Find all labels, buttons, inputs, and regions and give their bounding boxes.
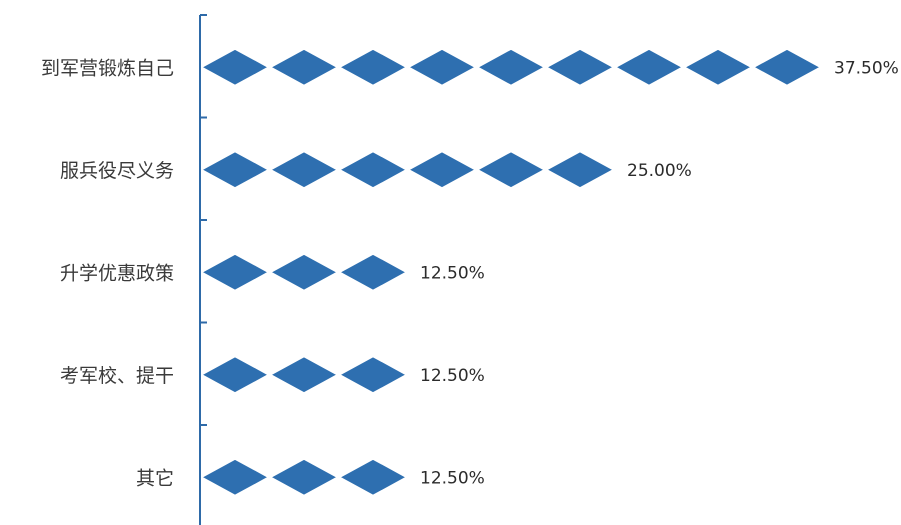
bar-diamond-mark <box>269 356 339 394</box>
data-label: 37.50% <box>834 58 899 78</box>
bar-diamond-mark <box>338 253 408 291</box>
data-label: 25.00% <box>627 161 692 181</box>
bar-diamond-mark <box>545 151 615 189</box>
value-labels: 37.50% 25.00% 12.50% 12.50% 12.50% <box>420 58 899 488</box>
bar-diamond-mark <box>338 48 408 86</box>
bar-diamond-mark <box>545 48 615 86</box>
bar-diamond-mark <box>269 151 339 189</box>
bar-diamond-mark <box>200 48 270 86</box>
bar-diamond-mark <box>614 48 684 86</box>
data-label: 12.50% <box>420 468 485 488</box>
bar-diamond-mark <box>269 458 339 496</box>
data-label: 12.50% <box>420 366 485 386</box>
bar-diamond-mark <box>200 458 270 496</box>
bar-diamond-mark <box>200 253 270 291</box>
bar-diamond-mark <box>200 356 270 394</box>
bar-diamond-mark <box>338 151 408 189</box>
bar-diamond-mark <box>752 48 822 86</box>
category-label: 其它 <box>136 467 174 489</box>
category-label: 服兵役尽义务 <box>60 160 174 182</box>
bar-diamond-mark <box>407 151 477 189</box>
bar-diamond-mark <box>269 48 339 86</box>
bar-diamond-mark <box>269 253 339 291</box>
diamond-marks <box>200 48 822 496</box>
bar-diamond-mark <box>338 356 408 394</box>
bar-diamond-mark <box>683 48 753 86</box>
data-label: 12.50% <box>420 263 485 283</box>
category-axis <box>199 14 207 525</box>
bar-diamond-mark <box>476 48 546 86</box>
bar-diamond-mark <box>338 458 408 496</box>
bar-diamond-mark <box>407 48 477 86</box>
category-label: 升学优惠政策 <box>60 262 174 284</box>
category-label: 到军营锻炼自己 <box>41 57 174 79</box>
bar-diamond-mark <box>200 151 270 189</box>
bar-diamond-mark <box>476 151 546 189</box>
category-label: 考军校、提干 <box>60 365 174 387</box>
